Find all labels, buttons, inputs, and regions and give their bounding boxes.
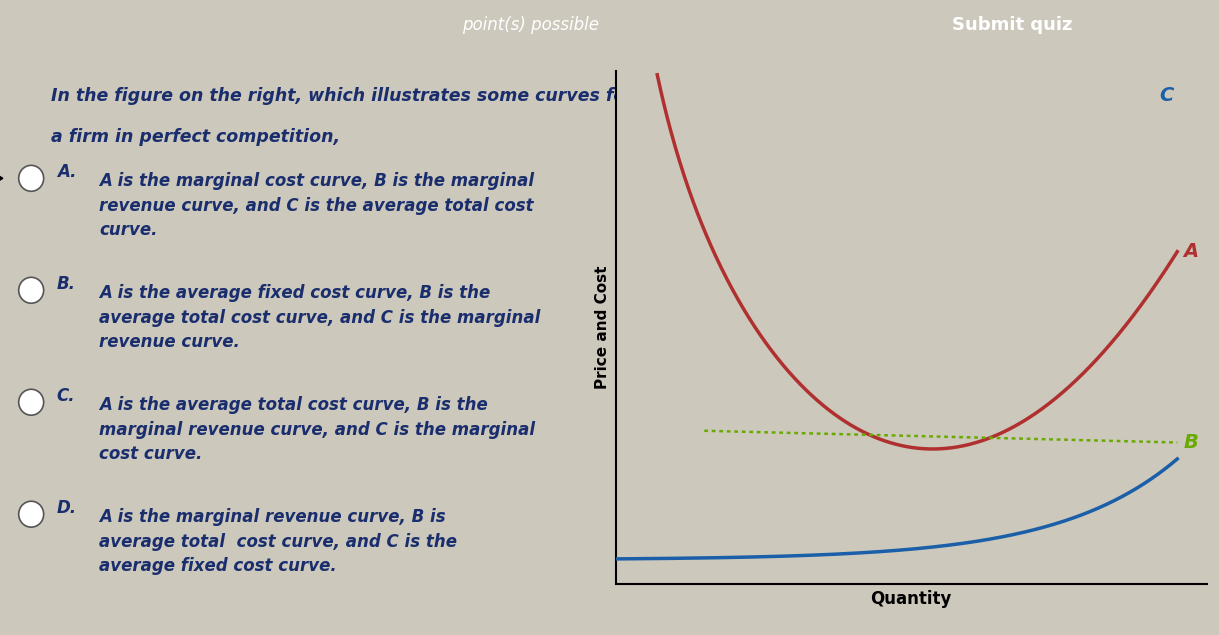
Y-axis label: Price and Cost: Price and Cost (595, 266, 610, 389)
Text: B: B (1184, 433, 1198, 452)
Text: A is the average fixed cost curve, B is the
average total cost curve, and C is t: A is the average fixed cost curve, B is … (99, 284, 540, 351)
Text: A is the average total cost curve, B is the
marginal revenue curve, and C is the: A is the average total cost curve, B is … (99, 396, 535, 463)
Circle shape (18, 277, 44, 304)
Text: A is the marginal cost curve, B is the marginal
revenue curve, and C is the aver: A is the marginal cost curve, B is the m… (99, 173, 534, 239)
Circle shape (18, 501, 44, 527)
Text: In the figure on the right, which illustrates some curves for: In the figure on the right, which illust… (51, 87, 634, 105)
Circle shape (18, 165, 44, 191)
Text: point(s) possible: point(s) possible (462, 16, 599, 34)
Text: a firm in perfect competition,: a firm in perfect competition, (51, 128, 340, 146)
X-axis label: Quantity: Quantity (870, 590, 952, 608)
Text: Submit quiz: Submit quiz (952, 16, 1072, 34)
Text: A.: A. (57, 163, 76, 182)
Text: A is the marginal revenue curve, B is
average total  cost curve, and C is the
av: A is the marginal revenue curve, B is av… (99, 508, 457, 575)
Text: C.: C. (57, 387, 76, 405)
Circle shape (18, 389, 44, 415)
Polygon shape (0, 170, 2, 187)
Text: A: A (1184, 242, 1198, 261)
Text: B.: B. (57, 276, 76, 293)
Text: D.: D. (57, 499, 77, 518)
Text: C: C (1159, 86, 1174, 105)
